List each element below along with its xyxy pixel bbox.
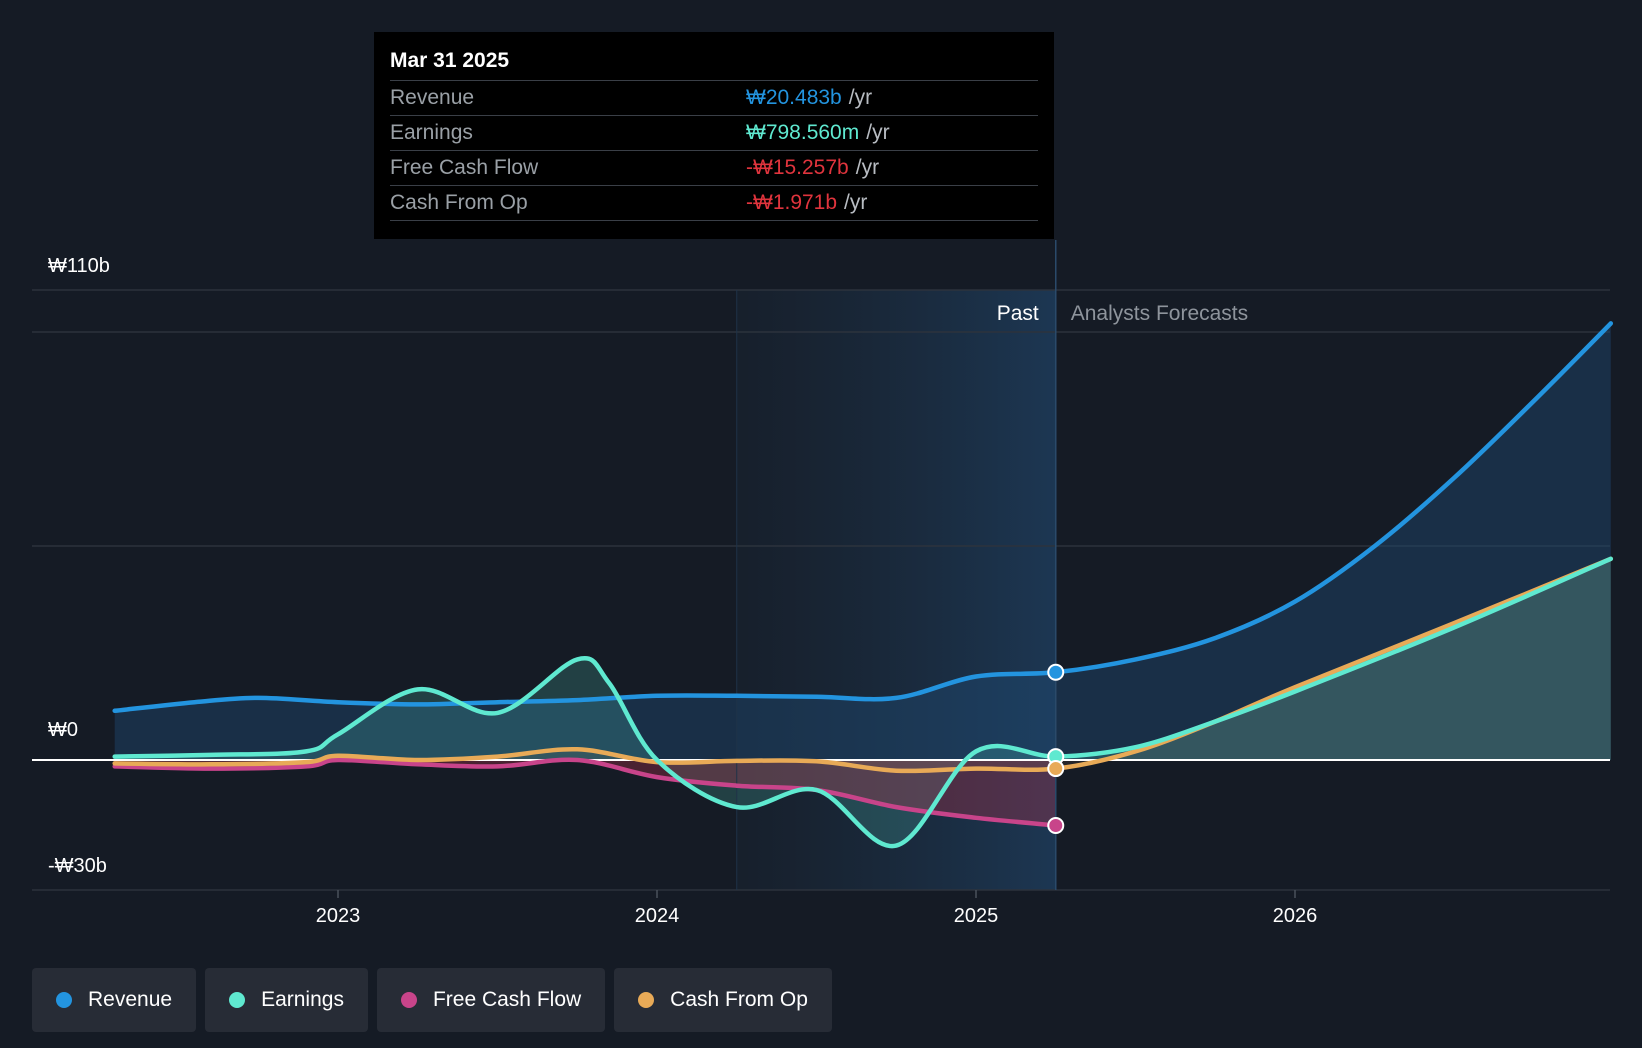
tooltip-row-value: ₩798.560m: [746, 121, 860, 144]
tooltip-row-free-cash-flow: Free Cash Flow -₩15.257b /yr: [390, 151, 1038, 186]
legend-dot-icon: [638, 992, 655, 1008]
legend-label: Revenue: [88, 988, 173, 1011]
series-lines: [112, 321, 1614, 849]
revenue-area: [114, 323, 1611, 760]
tooltip-row-unit: /yr: [844, 191, 868, 214]
tooltip-row-label: Revenue: [390, 86, 475, 109]
tooltip-row-cash-from-op: Cash From Op -₩1.971b /yr: [390, 186, 1038, 221]
tooltip-row-label: Cash From Op: [390, 191, 528, 214]
x-axis: 2023 2024 2025 2026: [316, 890, 1318, 927]
legend-label: Earnings: [261, 988, 344, 1011]
tooltip-row-earnings: Earnings ₩798.560m /yr: [390, 116, 1038, 151]
legend-dot-icon: [400, 992, 417, 1008]
y-axis-label-top: ₩110b: [48, 255, 110, 277]
x-tick-label: 2024: [635, 905, 680, 927]
tooltip-row-revenue: Revenue ₩20.483b /yr: [390, 81, 1038, 116]
series-markers: [1047, 663, 1065, 834]
tooltip-row-value: ₩20.483b: [746, 86, 842, 109]
free-cash-flow-marker: [1047, 816, 1065, 834]
legend-label: Free Cash Flow: [432, 988, 582, 1011]
revenue-line: [112, 321, 1614, 714]
x-tick-label: 2026: [1273, 905, 1318, 927]
financial-chart: ₩110b ₩0 -₩30b Past Analysts Forecasts 2…: [32, 240, 1614, 927]
tooltip-row-unit: /yr: [848, 86, 873, 109]
y-axis-label-zero: ₩0: [48, 719, 78, 741]
x-tick-label: 2025: [954, 905, 999, 927]
legend-label: Cash From Op: [670, 988, 808, 1011]
legend: Revenue Earnings Free Cash Flow Cash Fro…: [32, 968, 832, 1032]
cash-from-op-line: [112, 556, 1614, 774]
cash-from-op-marker: [1047, 760, 1065, 778]
legend-dot-icon: [56, 992, 72, 1008]
tooltip-date: Mar 31 2025: [390, 46, 1038, 81]
tooltip: Mar 31 2025 Revenue ₩20.483b /yr Earning…: [374, 32, 1054, 239]
gridlines: [32, 289, 1610, 891]
past-label: Past: [997, 302, 1039, 325]
free-cash-flow-line: [112, 757, 1059, 828]
tooltip-row-unit: /yr: [855, 156, 880, 179]
revenue-marker: [1047, 663, 1065, 681]
forecast-label: Analysts Forecasts: [1071, 302, 1248, 325]
tooltip-row-value: -₩15.257b: [746, 156, 849, 179]
tooltip-row-unit: /yr: [866, 121, 890, 144]
y-axis-label-bottom: -₩30b: [48, 855, 107, 877]
earnings-line: [112, 556, 1614, 849]
tooltip-row-label: Free Cash Flow: [390, 156, 539, 179]
legend-item-revenue[interactable]: Revenue: [32, 968, 197, 1032]
tooltip-row-value: -₩1.971b: [746, 191, 838, 214]
x-tick-label: 2023: [316, 905, 361, 927]
legend-item-free-cash-flow[interactable]: Free Cash Flow: [376, 968, 606, 1032]
legend-item-cash-from-op[interactable]: Cash From Op: [614, 968, 832, 1032]
legend-item-earnings[interactable]: Earnings: [205, 968, 368, 1032]
cash-from-op-area: [114, 558, 1611, 771]
tooltip-row-label: Earnings: [390, 121, 473, 144]
legend-dot-icon: [229, 992, 246, 1008]
free-cash-flow-area: [114, 759, 1056, 826]
